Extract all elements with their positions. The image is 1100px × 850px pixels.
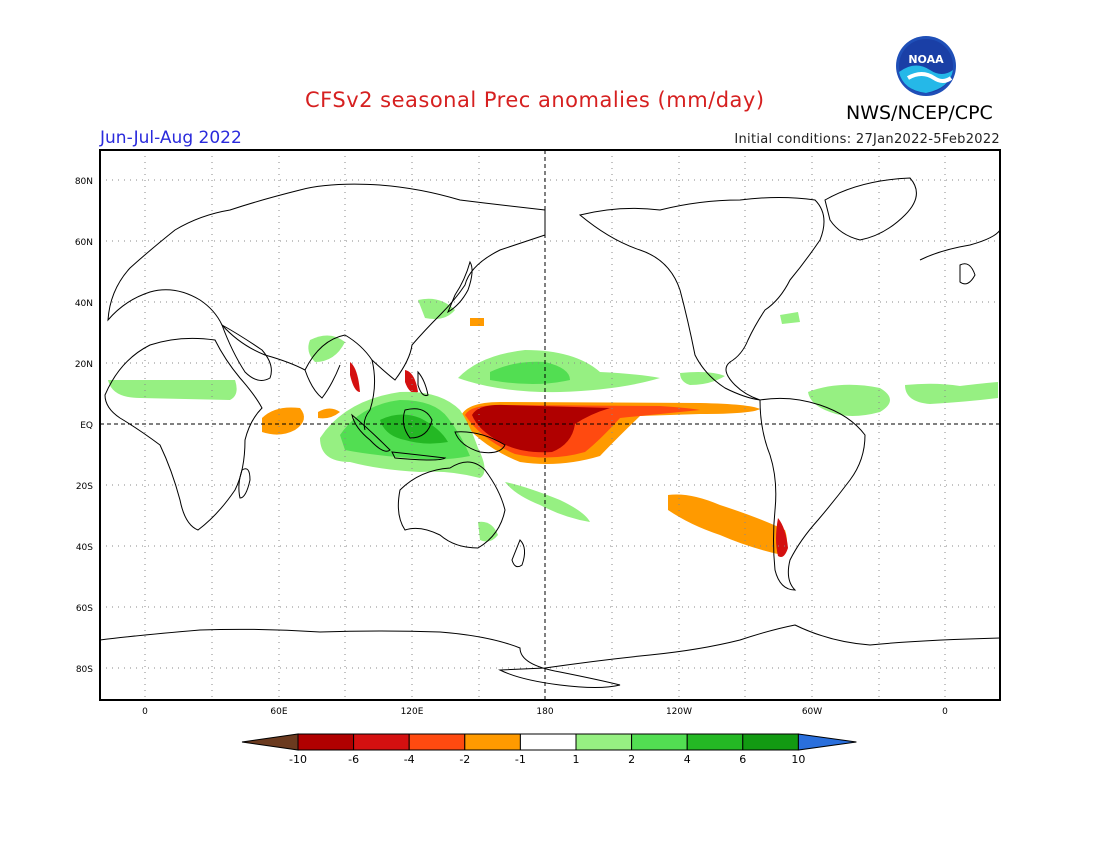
lon-label: 0 bbox=[942, 707, 948, 717]
colorbar-segment bbox=[575, 733, 633, 751]
colorbar-label: 6 bbox=[739, 753, 746, 766]
lat-label: EQ bbox=[80, 421, 93, 431]
coastline-north-america bbox=[578, 197, 825, 401]
wet-anomaly-west-africa bbox=[905, 382, 998, 404]
coastline-africa bbox=[104, 337, 263, 531]
dry-anomaly-philippines bbox=[405, 370, 418, 393]
coastline-south-america bbox=[759, 397, 866, 591]
colorbar-label: -10 bbox=[289, 753, 307, 766]
period-label: Jun-Jul-Aug 2022 bbox=[100, 128, 242, 148]
dry-anomaly-bay-bengal bbox=[318, 408, 340, 419]
lat-label: 20S bbox=[76, 482, 93, 492]
map-title: CFSv2 seasonal Prec anomalies (mm/day) bbox=[305, 88, 765, 112]
coastline-philippines bbox=[417, 370, 429, 396]
colorbar-segment bbox=[686, 733, 744, 751]
coastline-borneo bbox=[402, 408, 433, 439]
dry-anomaly-south-pacific bbox=[668, 494, 787, 555]
lat-label: 60S bbox=[76, 604, 93, 614]
coastline-greenland bbox=[824, 177, 917, 241]
lon-label: 0 bbox=[142, 707, 148, 717]
coastlines bbox=[99, 177, 1001, 688]
wet-anomaly-sahel bbox=[108, 380, 237, 400]
coastline-india bbox=[304, 364, 341, 399]
wet-anomaly-india bbox=[308, 335, 345, 362]
colorbar-label: 4 bbox=[684, 753, 691, 766]
wet-anomaly-north-atlantic bbox=[780, 312, 800, 324]
colorbar-left-arrow bbox=[241, 733, 299, 751]
coastline-arabia bbox=[221, 323, 272, 381]
lat-label: 40S bbox=[76, 543, 93, 553]
wet-anomaly-west-pacific-core bbox=[490, 361, 570, 384]
dry-anomaly-japan bbox=[470, 318, 484, 326]
dry-anomaly-indian-ocean bbox=[262, 407, 304, 435]
longitude-labels: 0 60E 120E 180 120W 60W 0 bbox=[142, 707, 948, 717]
initial-conditions-label: Initial conditions: 27Jan2022-5Feb2022 bbox=[734, 132, 1000, 147]
colorbar-segment bbox=[464, 733, 521, 751]
colorbar-segment bbox=[408, 733, 466, 751]
wet-anomaly-australia-east bbox=[478, 521, 498, 542]
colorbar-label: -6 bbox=[348, 753, 359, 766]
colorbar-segment bbox=[631, 733, 688, 751]
lat-label: 80S bbox=[76, 665, 93, 675]
colorbar-segment bbox=[297, 733, 355, 751]
wet-anomaly-china bbox=[418, 298, 455, 319]
lon-label: 180 bbox=[536, 707, 553, 717]
dry-anomaly-chile bbox=[776, 518, 788, 557]
colorbar-segment bbox=[742, 733, 799, 751]
lat-label: 80N bbox=[75, 177, 93, 187]
latitude-labels: 80N 60N 40N 20N EQ 20S 40S 60S 80S bbox=[75, 177, 93, 675]
noaa-logo-icon: NOAA bbox=[896, 36, 956, 96]
wet-anomaly-spcz bbox=[505, 482, 590, 522]
coastline-japan bbox=[446, 260, 473, 314]
coastline-java bbox=[391, 451, 447, 461]
noaa-logo-text: NOAA bbox=[908, 53, 944, 66]
colorbar-label: -4 bbox=[404, 753, 415, 766]
coastline-new-zealand bbox=[511, 539, 526, 568]
colorbar-label: 10 bbox=[791, 753, 805, 766]
org-label: NWS/NCEP/CPC bbox=[846, 102, 993, 124]
coastline-new-guinea bbox=[454, 431, 506, 454]
coastline-indochina bbox=[363, 359, 376, 431]
colorbar-segment bbox=[353, 733, 410, 751]
lat-label: 40N bbox=[75, 299, 93, 309]
coastline-antarctica bbox=[99, 624, 1001, 688]
coastline-west-europe bbox=[919, 229, 1001, 261]
coastline-uk bbox=[959, 263, 976, 285]
coastline-eurasia bbox=[107, 183, 546, 381]
map-frame bbox=[99, 149, 1001, 701]
colorbar-label: 1 bbox=[573, 753, 580, 766]
lon-label: 60W bbox=[802, 707, 822, 717]
dry-anomaly-pacific-inner bbox=[472, 404, 610, 453]
colorbar-label: -2 bbox=[459, 753, 470, 766]
coastline-australia bbox=[397, 461, 506, 549]
colorbar: -10 -6 -4 -2 -1 1 2 4 6 10 bbox=[241, 733, 857, 766]
colorbar-label: -1 bbox=[515, 753, 526, 766]
colorbar-label: 2 bbox=[628, 753, 635, 766]
coastline-sumatra bbox=[351, 413, 391, 452]
lat-label: 20N bbox=[75, 360, 93, 370]
colorbar-right-arrow bbox=[797, 733, 857, 751]
wet-anomaly-maritime-strong bbox=[380, 414, 448, 444]
dry-anomaly-bangladesh bbox=[350, 362, 360, 392]
lon-label: 60E bbox=[270, 707, 287, 717]
lon-label: 120W bbox=[666, 707, 692, 717]
colorbar-segment bbox=[519, 733, 577, 751]
wet-anomaly-central-america bbox=[680, 372, 725, 385]
coastline-madagascar bbox=[238, 468, 251, 499]
lon-label: 120E bbox=[401, 707, 424, 717]
lat-label: 60N bbox=[75, 238, 93, 248]
map-gridlines bbox=[100, 150, 1000, 700]
